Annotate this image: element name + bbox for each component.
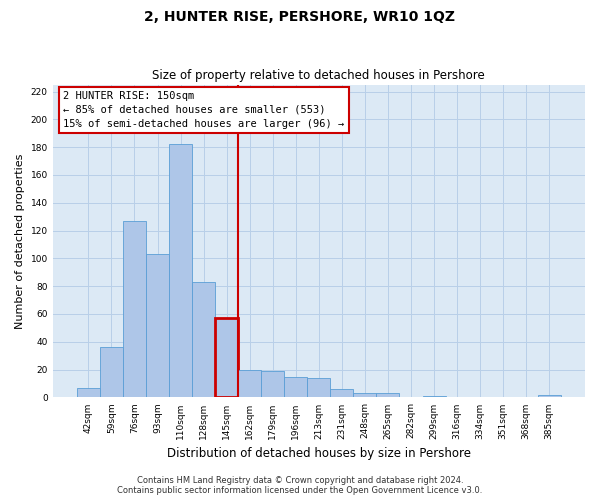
Bar: [353, 394, 376, 398]
Bar: [284, 376, 307, 398]
Title: Size of property relative to detached houses in Pershore: Size of property relative to detached ho…: [152, 69, 485, 82]
Bar: [100, 348, 123, 398]
Bar: [169, 144, 192, 398]
Bar: [422, 396, 446, 398]
Bar: [538, 394, 561, 398]
Bar: [215, 318, 238, 398]
Text: Contains HM Land Registry data © Crown copyright and database right 2024.
Contai: Contains HM Land Registry data © Crown c…: [118, 476, 482, 495]
Bar: [261, 371, 284, 398]
Bar: [123, 221, 146, 398]
X-axis label: Distribution of detached houses by size in Pershore: Distribution of detached houses by size …: [167, 447, 471, 460]
Text: 2, HUNTER RISE, PERSHORE, WR10 1QZ: 2, HUNTER RISE, PERSHORE, WR10 1QZ: [145, 10, 455, 24]
Bar: [331, 389, 353, 398]
Bar: [238, 370, 261, 398]
Y-axis label: Number of detached properties: Number of detached properties: [15, 154, 25, 328]
Bar: [146, 254, 169, 398]
Bar: [376, 394, 400, 398]
Text: 2 HUNTER RISE: 150sqm
← 85% of detached houses are smaller (553)
15% of semi-det: 2 HUNTER RISE: 150sqm ← 85% of detached …: [64, 91, 344, 129]
Bar: [192, 282, 215, 398]
Bar: [307, 378, 331, 398]
Bar: [77, 388, 100, 398]
